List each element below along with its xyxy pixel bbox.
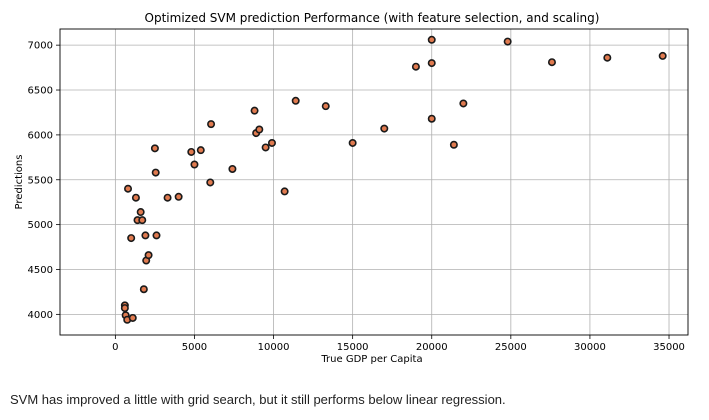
data-point (127, 234, 136, 243)
data-point (138, 216, 147, 225)
caption-text: SVM has improved a little with grid sear… (10, 392, 506, 407)
data-point (603, 53, 612, 62)
data-point (321, 102, 330, 111)
data-point (206, 178, 215, 187)
data-point (128, 313, 137, 322)
data-point (261, 143, 270, 152)
data-point (658, 51, 667, 60)
data-point (459, 99, 468, 108)
data-point (250, 106, 259, 115)
data-point (280, 187, 289, 196)
data-point (267, 138, 276, 147)
chart-title: Optimized SVM prediction Performance (wi… (145, 11, 600, 25)
data-point (190, 160, 199, 169)
data-point (228, 164, 237, 173)
x-tick-label: 30000 (574, 342, 606, 353)
data-point (187, 147, 196, 156)
data-point (144, 251, 153, 260)
y-tick-label: 4000 (28, 310, 53, 321)
data-point (174, 192, 183, 201)
data-point (163, 193, 172, 202)
x-tick-label: 25000 (495, 342, 527, 353)
x-axis-label: True GDP per Capita (320, 354, 422, 365)
data-point (427, 59, 436, 68)
data-point (348, 138, 357, 147)
y-tick-label: 6500 (28, 86, 53, 97)
data-point (427, 114, 436, 123)
data-point (120, 304, 129, 313)
data-point (124, 184, 133, 193)
data-point (136, 208, 145, 217)
data-point (380, 124, 389, 133)
data-point (547, 58, 556, 67)
data-point (152, 231, 161, 240)
data-point (291, 96, 300, 105)
x-tick-label: 20000 (416, 342, 448, 353)
y-tick-label: 5000 (28, 220, 53, 231)
data-point (427, 35, 436, 44)
y-tick-label: 6000 (28, 130, 53, 141)
scatter-chart: Optimized SVM prediction Performance (wi… (14, 11, 689, 365)
data-point (150, 144, 159, 153)
y-tick-label: 4500 (28, 265, 53, 276)
data-point (449, 140, 458, 149)
x-tick-label: 0 (112, 342, 118, 353)
y-tick-label: 5500 (28, 175, 53, 186)
x-tick-label: 10000 (258, 342, 290, 353)
data-point (255, 125, 264, 134)
data-points (120, 35, 667, 324)
y-tick-label: 7000 (28, 41, 53, 52)
data-point (503, 37, 512, 46)
x-tick-label: 15000 (337, 342, 369, 353)
data-point (141, 231, 150, 240)
data-point (139, 285, 148, 294)
data-point (207, 120, 216, 129)
axis-ticks: 0 5000 10000 15000 20000 25000 30000 35000 4000 4… (28, 41, 685, 353)
plot-area (59, 28, 689, 336)
y-axis-label: Predictions (14, 155, 25, 210)
data-point (131, 193, 140, 202)
data-point (411, 62, 420, 71)
grid (60, 29, 688, 335)
x-tick-label: 5000 (182, 342, 207, 353)
data-point (151, 168, 160, 177)
x-tick-label: 35000 (653, 342, 685, 353)
data-point (196, 146, 205, 155)
